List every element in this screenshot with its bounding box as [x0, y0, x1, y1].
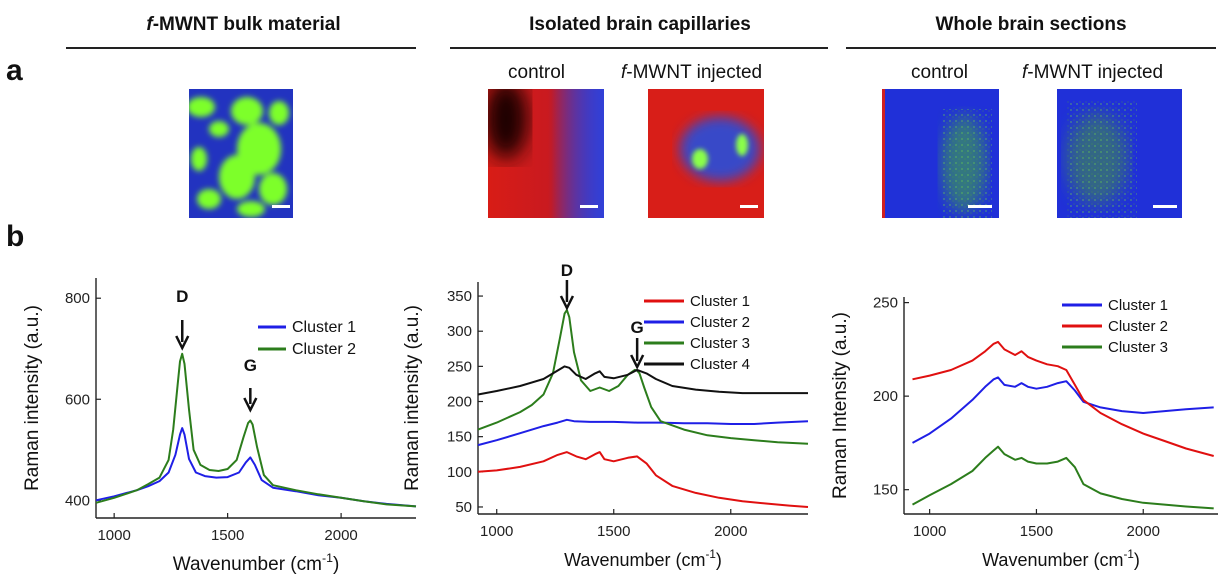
chart-2: 1000 1500 2000 50 100 150 200 250 300 350 Wavenumb… — [402, 261, 809, 570]
y-tick-label: 200 — [447, 394, 472, 411]
x-tick-label: 2000 — [714, 523, 747, 540]
peak-label-d: D — [176, 287, 188, 306]
scale-bar — [1153, 205, 1177, 208]
x-tick-label: 2000 — [1127, 523, 1160, 540]
raman-map-bulk-image — [189, 97, 289, 217]
peak-arrow-head — [559, 295, 575, 311]
x-axis-label: Wavenumber (cm-1) — [982, 548, 1140, 570]
legend-label: Cluster 1 — [1108, 297, 1168, 314]
series-line-cluster-4 — [477, 365, 808, 396]
scale-bar — [580, 205, 598, 208]
subtitle-capillaries-control: control — [508, 62, 566, 83]
raman-map-capillaries-control — [488, 89, 604, 218]
subtitle-rest: -MWNT injected — [626, 62, 763, 83]
chart-3: 1000 1500 2000 150 200 250 Wavenumber (cm-1) Ra… — [830, 295, 1218, 570]
y-axis-label: Raman intensity (a.u.) — [402, 305, 423, 491]
x-tick-label: 1500 — [211, 527, 244, 544]
x-tick-label: 1000 — [480, 523, 513, 540]
legend-label: Cluster 2 — [292, 341, 356, 358]
subtitle-italic: f — [621, 62, 627, 83]
header-rule-sections — [846, 47, 1216, 49]
raman-map-capillaries-injected-image — [680, 117, 760, 181]
x-axis-label: Wavenumber (cm-1) — [564, 548, 722, 570]
header-isolated-capillaries: Isolated brain capillaries — [450, 14, 830, 36]
x-tick-label: 1000 — [913, 523, 946, 540]
peak-arrow-head — [175, 335, 190, 351]
y-tick-label: 100 — [447, 464, 472, 481]
series-line-cluster-1 — [912, 376, 1214, 444]
series-line-cluster-2 — [912, 340, 1214, 457]
peak-label-g: G — [631, 318, 644, 337]
raman-map-sections-control-image — [882, 89, 992, 218]
raman-map-sections-injected — [1057, 89, 1182, 218]
raman-map-sections-injected-image — [1067, 99, 1137, 218]
subtitle-sections-injected: f-MWNT injected — [1022, 62, 1163, 84]
legend-label: Cluster 4 — [690, 356, 750, 373]
y-tick-label: 400 — [65, 492, 90, 509]
y-tick-label: 250 — [873, 295, 898, 312]
peak-label-g: G — [244, 356, 257, 375]
scale-bar — [968, 205, 992, 208]
series-line-cluster-3 — [912, 445, 1214, 510]
y-tick-label: 350 — [447, 288, 472, 305]
y-tick-label: 300 — [447, 323, 472, 340]
raman-map-sections-control — [882, 89, 999, 218]
series-line-cluster-2 — [477, 418, 809, 447]
y-tick-label: 200 — [873, 388, 898, 405]
peak-arrow-head — [243, 397, 258, 413]
header-rule-capillaries — [450, 47, 828, 49]
x-tick-label: 2000 — [324, 527, 357, 544]
y-tick-label: 600 — [65, 391, 90, 408]
header-text: -MWNT bulk material — [152, 14, 341, 35]
x-axis-label: Wavenumber (cm-1) — [173, 551, 340, 575]
y-tick-label: 150 — [873, 482, 898, 499]
header-whole-brain: Whole brain sections — [846, 14, 1216, 36]
raman-map-capillaries-injected — [648, 89, 764, 218]
peak-label-d: D — [561, 261, 573, 280]
scale-bar — [272, 205, 290, 208]
raman-map-capillaries-control-image — [488, 89, 604, 218]
scale-bar — [740, 205, 758, 208]
legend-label: Cluster 3 — [690, 335, 750, 352]
chart-1: 1000 1500 2000 400 600 800 Wavenumber (cm-1) Ra… — [22, 278, 417, 575]
series-line-cluster-3 — [477, 309, 809, 445]
subtitle-sections-control: control — [911, 62, 969, 83]
header-text: Whole brain sections — [935, 14, 1127, 35]
y-tick-label: 50 — [455, 499, 472, 516]
subtitle-capillaries-injected: f-MWNT injected — [621, 62, 762, 84]
peak-arrow-head — [630, 354, 645, 370]
series-line-cluster-2 — [95, 352, 417, 508]
series-line-cluster-1 — [477, 451, 809, 508]
legend-label: Cluster 1 — [690, 293, 750, 310]
raman-map-bulk — [189, 89, 293, 218]
header-italic-prefix: f — [146, 14, 153, 35]
y-axis-label: Raman Intensity (a.u.) — [830, 312, 851, 499]
y-axis-label: Raman intensity (a.u.) — [22, 305, 43, 491]
panel-label-b: b — [6, 220, 25, 253]
y-tick-label: 800 — [65, 290, 90, 307]
legend-label: Cluster 3 — [1108, 339, 1168, 356]
x-tick-label: 1500 — [1020, 523, 1053, 540]
subtitle-italic: f — [1022, 62, 1028, 83]
y-tick-label: 150 — [447, 429, 472, 446]
header-text: Isolated brain capillaries — [529, 14, 751, 35]
subtitle-rest: -MWNT injected — [1027, 62, 1164, 83]
header-rule-bulk — [66, 47, 416, 49]
y-tick-label: 250 — [447, 358, 472, 375]
panel-label-a: a — [6, 54, 23, 87]
x-tick-label: 1500 — [597, 523, 630, 540]
legend-label: Cluster 1 — [292, 319, 356, 336]
legend-label: Cluster 2 — [1108, 318, 1168, 335]
header-bulk-material: f-MWNT bulk material — [76, 14, 411, 36]
legend-label: Cluster 2 — [690, 314, 750, 331]
x-tick-label: 1000 — [97, 527, 130, 544]
